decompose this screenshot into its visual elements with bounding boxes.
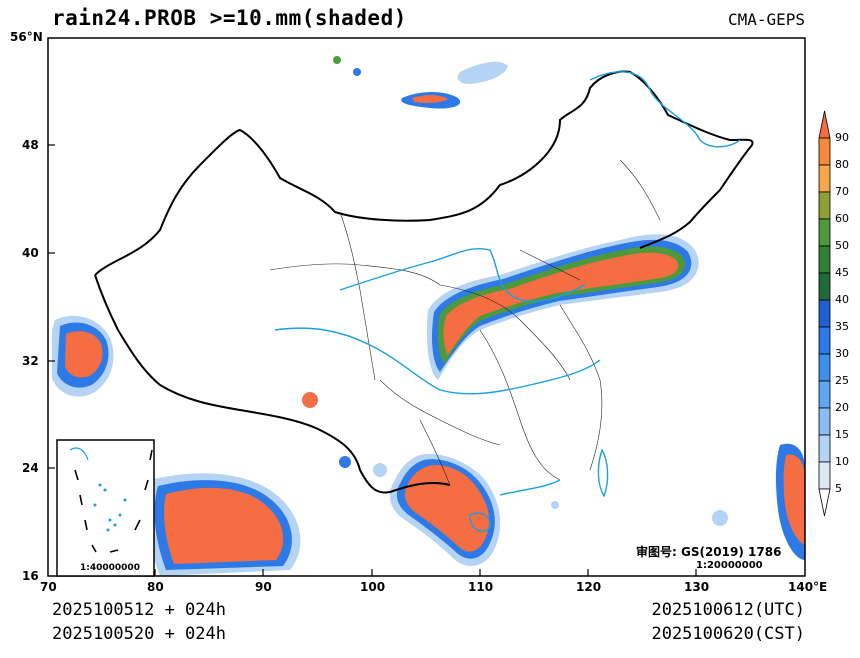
rivers	[274, 71, 741, 496]
colorbar-level-label: 45	[835, 266, 849, 279]
lon-tick: 100	[360, 580, 386, 594]
colorbar-top-arrow	[818, 110, 831, 139]
colorbar-level-label: 30	[835, 347, 849, 360]
lon-tick: 140°E	[788, 580, 828, 594]
colorbar-level-label: 80	[835, 158, 849, 171]
init-time-utc: 2025100512 + 024h	[52, 600, 226, 620]
colorbar-swatch	[818, 353, 831, 382]
colorbar-swatch	[818, 191, 831, 220]
lat-tick: 48	[22, 138, 39, 152]
colorbar	[818, 110, 831, 517]
lon-tick: 70	[40, 580, 57, 594]
colorbar-swatch	[818, 272, 831, 301]
inset-map-scale: 1:40000000	[80, 563, 140, 573]
colorbar-level-label: 70	[835, 185, 849, 198]
colorbar-level-label: 25	[835, 374, 849, 387]
lon-tick: 130	[684, 580, 710, 594]
probability-shading	[52, 56, 805, 576]
main-map-scale: 1:20000000	[696, 560, 763, 571]
colorbar-level-label: 60	[835, 212, 849, 225]
lat-tick: 24	[22, 461, 39, 475]
country-boundary	[94, 70, 754, 494]
colorbar-level-label: 20	[835, 401, 849, 414]
lat-tick: 16	[22, 569, 39, 583]
colorbar-swatch	[818, 407, 831, 436]
colorbar-level-label: 15	[835, 428, 849, 441]
colorbar-swatch	[818, 326, 831, 355]
colorbar-swatch	[818, 461, 831, 490]
colorbar-swatch	[818, 218, 831, 247]
lon-tick: 80	[147, 580, 164, 594]
lon-tick: 120	[576, 580, 602, 594]
colorbar-swatch	[818, 245, 831, 274]
colorbar-swatch	[818, 137, 831, 166]
lat-tick: 32	[22, 354, 39, 368]
colorbar-level-label: 90	[835, 131, 849, 144]
lat-tick: 40	[22, 246, 39, 260]
colorbar-swatch	[818, 380, 831, 409]
colorbar-swatch	[818, 434, 831, 463]
south-china-sea-inset	[56, 439, 155, 577]
valid-time-cst: 2025100620(CST)	[651, 624, 805, 644]
review-number: 审图号: GS(2019) 1786	[636, 545, 782, 559]
colorbar-bottom-arrow	[818, 488, 831, 517]
map-title: rain24.PROB >=10.mm(shaded)	[52, 6, 407, 30]
islands	[469, 448, 609, 532]
colorbar-level-label: 5	[835, 482, 842, 495]
colorbar-level-label: 40	[835, 293, 849, 306]
model-source: CMA-GEPS	[727, 10, 805, 29]
lon-tick: 90	[255, 580, 272, 594]
province-boundaries	[269, 159, 661, 486]
colorbar-level-label: 10	[835, 455, 849, 468]
valid-time-utc: 2025100612(UTC)	[651, 600, 805, 620]
init-time-cst: 2025100520 + 024h	[52, 624, 226, 644]
colorbar-level-label: 50	[835, 239, 849, 252]
colorbar-swatch	[818, 164, 831, 193]
lat-tick: 56°N	[10, 30, 43, 44]
colorbar-swatch	[818, 299, 831, 328]
colorbar-level-label: 35	[835, 320, 849, 333]
lon-tick: 110	[468, 580, 494, 594]
